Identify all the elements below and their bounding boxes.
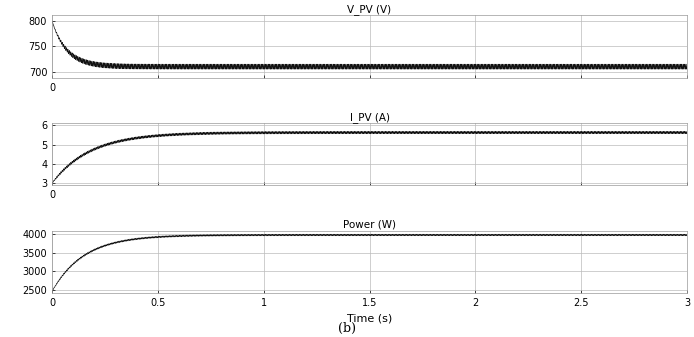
Title: V_PV (V): V_PV (V) (348, 4, 391, 15)
X-axis label: Time (s): Time (s) (347, 314, 392, 324)
Title: I_PV (A): I_PV (A) (350, 112, 389, 123)
Title: Power (W): Power (W) (343, 220, 396, 230)
Text: (b): (b) (338, 322, 356, 335)
